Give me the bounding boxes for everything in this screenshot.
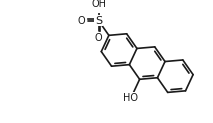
Text: O: O <box>95 33 102 43</box>
Text: S: S <box>95 16 102 26</box>
Text: O: O <box>77 16 85 26</box>
Text: OH: OH <box>91 0 106 9</box>
Text: HO: HO <box>124 93 138 103</box>
